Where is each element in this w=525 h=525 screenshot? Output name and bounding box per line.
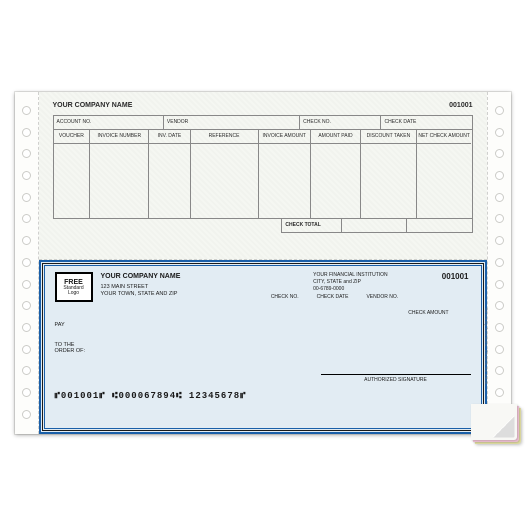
stub-table: VOUCHER INVOICE NUMBER INV. DATE REFEREN… <box>53 129 473 219</box>
check-total-label: CHECK TOTAL <box>282 219 341 232</box>
sprocket-right <box>487 92 511 434</box>
micr-line: ⑈001001⑈ ⑆000067894⑆ 12345678⑈ <box>55 391 471 401</box>
check-fields-row-2: CHECK AMOUNT <box>55 310 471 316</box>
company-addr-2: YOUR TOWN, STATE AND ZIP <box>101 291 306 299</box>
company-name: YOUR COMPANY NAME <box>101 272 306 282</box>
label-account-no: ACCOUNT NO. <box>54 116 164 129</box>
stub-company-name: YOUR COMPANY NAME <box>53 102 133 109</box>
col-reference: REFERENCE <box>191 130 258 144</box>
col-discount-taken: DISCOUNT TAKEN <box>361 130 416 144</box>
label-check-no: CHECK NO. <box>300 116 381 129</box>
field-check-amount: CHECK AMOUNT <box>408 310 448 316</box>
security-strip: Security features. Details on back. <box>484 262 490 432</box>
voucher-stub: YOUR COMPANY NAME 001001 ACCOUNT NO. VEN… <box>39 92 487 261</box>
col-voucher: VOUCHER <box>54 130 90 144</box>
check-main: YOUR COMPANY NAME 001001 ACCOUNT NO. VEN… <box>39 92 487 434</box>
company-addr-1: 123 MAIN STREET <box>101 284 306 292</box>
company-block: YOUR COMPANY NAME 123 MAIN STREET YOUR T… <box>101 272 306 302</box>
sprocket-left <box>15 92 39 434</box>
logo-placeholder: FREE Standard Logo <box>55 272 93 302</box>
check-number: 001001 <box>442 272 469 281</box>
check-product: YOUR COMPANY NAME 001001 ACCOUNT NO. VEN… <box>15 92 511 434</box>
stub-header-row: ACCOUNT NO. VENDOR CHECK NO. CHECK DATE <box>53 115 473 129</box>
check-face: FREE Standard Logo YOUR COMPANY NAME 123… <box>39 260 487 434</box>
pay-to-order: TO THE ORDER OF: <box>55 342 471 354</box>
col-amount-paid: AMOUNT PAID <box>311 130 360 144</box>
logo-line-3: Logo <box>68 291 79 296</box>
col-net-check-amount: NET CHECK AMOUNT <box>417 130 472 144</box>
order-of-label: TO THE ORDER OF: <box>55 342 87 354</box>
col-invoice-amount: INVOICE AMOUNT <box>259 130 310 144</box>
label-check-date: CHECK DATE <box>381 116 471 129</box>
signature-line: AUTHORIZED SIGNATURE <box>321 374 471 383</box>
stub-check-number: 001001 <box>449 102 472 109</box>
col-invoice-number: INVOICE NUMBER <box>90 130 148 144</box>
pay-label: PAY <box>55 322 471 328</box>
check-total-row: CHECK TOTAL <box>281 219 472 233</box>
signature-area: AUTHORIZED SIGNATURE <box>55 374 471 383</box>
bank-routing: 00-6789-0000 <box>313 286 470 293</box>
label-vendor: VENDOR <box>164 116 300 129</box>
col-inv-date: INV. DATE <box>149 130 189 144</box>
